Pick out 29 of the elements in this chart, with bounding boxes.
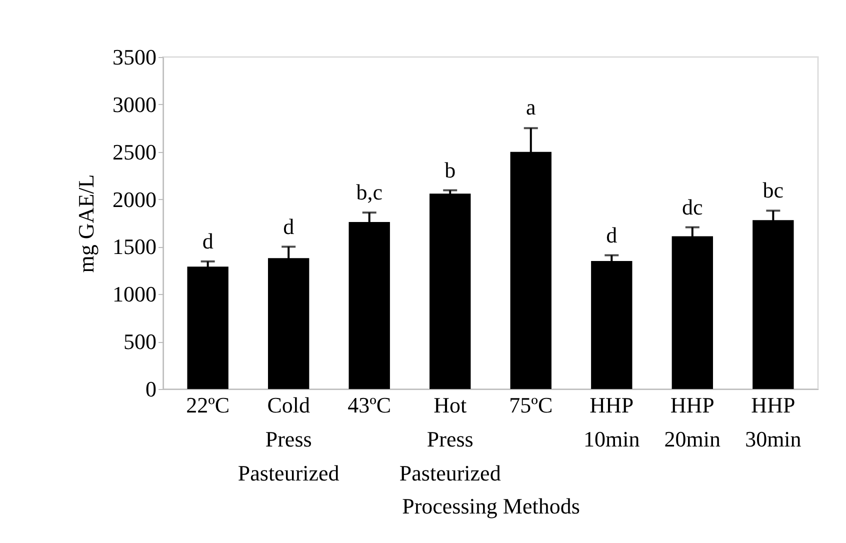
- annotation: dc: [682, 194, 704, 220]
- x-tick-label: 22ºC: [186, 392, 230, 418]
- x-tick-label: HHP 30min: [745, 392, 802, 452]
- x-tick-label: Cold Press Pasteurized: [238, 392, 340, 486]
- annotation: d: [606, 222, 618, 248]
- annotation: d: [283, 214, 294, 240]
- annotation: b: [444, 158, 456, 183]
- x-tick-label: Hot Press Pasteurized: [399, 392, 501, 486]
- annotation: bc: [762, 178, 784, 203]
- y-tick-label: 1500: [112, 234, 156, 260]
- y-tick-label: 2000: [112, 186, 156, 212]
- y-axis-title: mg GAE/L: [74, 174, 98, 273]
- bar: [430, 194, 471, 389]
- y-tick-label: 1000: [112, 282, 156, 307]
- bar: [591, 260, 632, 389]
- annotation: a: [526, 94, 536, 120]
- y-tick-label: 500: [124, 329, 156, 354]
- x-tick-label: 43ºC: [348, 392, 392, 418]
- y-tick-label: 3500: [112, 44, 156, 70]
- y-tick-label: 2500: [112, 139, 156, 164]
- x-tick-label: HHP 20min: [664, 392, 721, 452]
- y-tick-label: 0: [146, 376, 156, 402]
- annotation: d: [202, 228, 214, 254]
- y-tick-label: 3000: [112, 92, 156, 117]
- x-axis-title: Processing Methods: [402, 494, 580, 518]
- x-tick-label: HHP 10min: [584, 392, 640, 452]
- x-tick-label: 75ºC: [509, 392, 553, 418]
- bar: [187, 266, 228, 389]
- annotation: b,c: [356, 180, 383, 205]
